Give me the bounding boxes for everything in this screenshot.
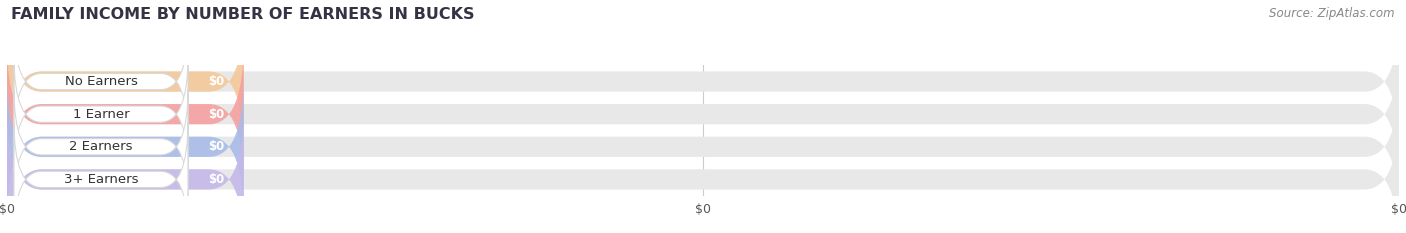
FancyBboxPatch shape	[7, 108, 243, 233]
FancyBboxPatch shape	[7, 10, 1399, 153]
FancyBboxPatch shape	[7, 43, 1399, 186]
Text: $0: $0	[208, 75, 224, 88]
FancyBboxPatch shape	[7, 75, 1399, 218]
FancyBboxPatch shape	[7, 108, 1399, 233]
FancyBboxPatch shape	[14, 24, 188, 139]
Text: $0: $0	[208, 140, 224, 153]
Text: 2 Earners: 2 Earners	[69, 140, 132, 153]
FancyBboxPatch shape	[14, 57, 188, 171]
Text: No Earners: No Earners	[65, 75, 138, 88]
FancyBboxPatch shape	[7, 43, 243, 186]
Text: 3+ Earners: 3+ Earners	[63, 173, 138, 186]
Text: 1 Earner: 1 Earner	[73, 108, 129, 121]
FancyBboxPatch shape	[7, 75, 243, 218]
Text: $0: $0	[208, 173, 224, 186]
Text: $0: $0	[208, 108, 224, 121]
Text: FAMILY INCOME BY NUMBER OF EARNERS IN BUCKS: FAMILY INCOME BY NUMBER OF EARNERS IN BU…	[11, 7, 475, 22]
FancyBboxPatch shape	[14, 90, 188, 204]
Text: Source: ZipAtlas.com: Source: ZipAtlas.com	[1270, 7, 1395, 20]
FancyBboxPatch shape	[7, 10, 243, 153]
FancyBboxPatch shape	[14, 122, 188, 233]
